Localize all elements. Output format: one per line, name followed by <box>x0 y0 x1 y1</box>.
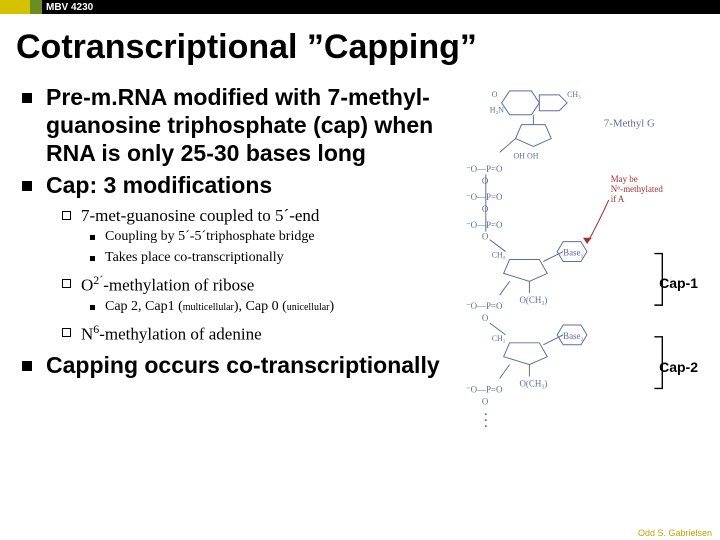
bullet-2a2: Takes place co-transcriptionally <box>105 249 284 267</box>
bullet-2a: 7-met-guanosine coupled to 5´-end <box>81 205 319 226</box>
bullet-square-icon <box>22 361 32 371</box>
bullet-small-icon <box>90 235 95 240</box>
slide-title: Cotranscriptional ”Capping” <box>0 14 720 83</box>
bullet-small-icon <box>90 305 95 310</box>
svg-text:O: O <box>482 313 489 323</box>
label-7methylg: 7-Methyl G <box>604 118 655 130</box>
bullet-square-icon <box>22 93 32 103</box>
bullet-square-icon <box>22 181 32 191</box>
svg-text:CH₂: CH₂ <box>492 334 506 343</box>
b2c-post: -methylation of adenine <box>99 325 261 344</box>
b2c-pre: N <box>81 325 93 344</box>
bullet-hollow-icon <box>62 211 71 220</box>
bullet-2c: N6-methylation of adenine <box>81 322 262 345</box>
bullet-2b: O2´-methylation of ribose <box>81 273 254 296</box>
b2b1-e: ) <box>330 299 335 314</box>
bar-accent-yellow <box>0 0 30 14</box>
cap2-label: Cap-2 <box>659 359 698 375</box>
label-nmeth-1: May be <box>611 174 638 184</box>
b2b1-a: Cap 2, Cap1 ( <box>105 299 183 314</box>
svg-text:OH OH: OH OH <box>514 151 539 160</box>
b2b1-d: unicellular <box>287 302 330 313</box>
bullet-2a1: Coupling by 5´-5´triphosphate bridge <box>105 228 315 246</box>
svg-text:CH₃: CH₃ <box>567 90 581 99</box>
label-base2: Base₂ <box>563 331 583 341</box>
svg-text:CH₂: CH₂ <box>492 251 506 260</box>
svg-text:H₂N: H₂N <box>490 106 504 115</box>
b2b-sup: 2´ <box>93 273 103 287</box>
bullet-hollow-icon <box>62 279 71 288</box>
bullet-2b1: Cap 2, Cap1 (multicellular), Cap 0 (unic… <box>105 298 334 316</box>
b2b1-b: multicellular <box>183 302 234 313</box>
course-bar: MBV 4230 <box>0 0 720 14</box>
label-base1: Base₁ <box>563 248 583 258</box>
b2b-pre: O <box>81 275 93 294</box>
course-code: MBV 4230 <box>42 2 93 13</box>
bullet-small-icon <box>90 256 95 261</box>
bullet-list: Pre-m.RNA modified with 7-methyl-guanosi… <box>0 83 460 485</box>
label-och3-1: O(CH₃) <box>520 295 548 305</box>
svg-text:⁻O—P=O: ⁻O—P=O <box>466 192 503 202</box>
bullet-hollow-icon <box>62 328 71 337</box>
bullet-1: Pre-m.RNA modified with 7-methyl-guanosi… <box>46 83 460 167</box>
label-nmeth-3: if A <box>611 194 625 204</box>
svg-text:O: O <box>482 396 489 406</box>
svg-text:O: O <box>492 90 498 99</box>
svg-text:⁻O—P=O: ⁻O—P=O <box>466 384 503 394</box>
cap1-label: Cap-1 <box>659 275 698 291</box>
b2b1-c: ), Cap 0 ( <box>234 299 287 314</box>
svg-text:⁻O—P=O: ⁻O—P=O <box>466 164 503 174</box>
bullet-2: Cap: 3 modifications <box>46 171 272 199</box>
label-och3-2: O(CH₃) <box>520 378 548 388</box>
label-nmeth-2: N⁶-methylated <box>611 184 664 194</box>
svg-text:O: O <box>482 232 489 242</box>
svg-text:⁻O—P=O: ⁻O—P=O <box>466 220 503 230</box>
bar-accent-green <box>30 0 42 14</box>
chemical-structure-figure: CH₃ O H₂N OH OH ⁻O—P=O O ⁻O—P=O O ⁻O—P=O… <box>460 83 700 485</box>
bullet-3: Capping occurs co-transcriptionally <box>46 351 440 379</box>
b2b-post: -methylation of ribose <box>103 275 254 294</box>
svg-text:⁻O—P=O: ⁻O—P=O <box>466 301 503 311</box>
footer-credit: Odd S. Gabrielsen <box>638 528 712 538</box>
